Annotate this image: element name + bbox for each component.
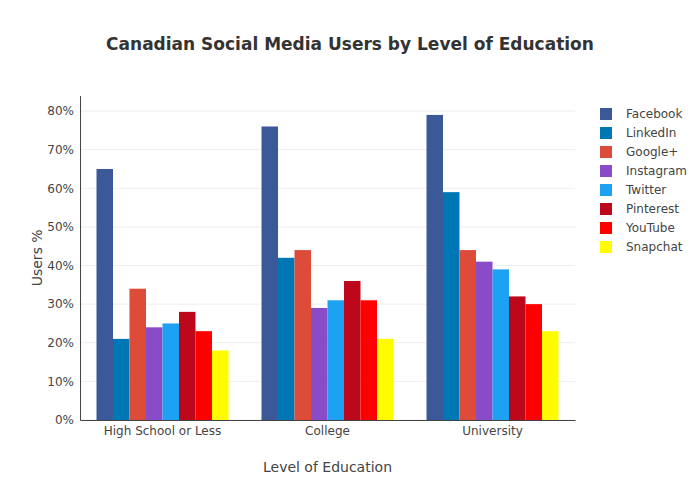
tick: 40% [47,259,74,273]
bar [427,115,444,420]
tick: 0% [55,413,74,427]
series [113,192,460,420]
tick: 70% [47,143,74,157]
legend-label: Google+ [626,145,678,159]
bar [476,262,493,420]
series [130,250,477,420]
legend-item: Instagram [600,164,687,178]
tick: High School or Less [104,424,222,438]
tick-label: 50% [47,220,74,234]
grid-line [80,265,575,266]
bar [311,308,328,420]
legend-swatch [600,203,612,215]
title: Canadian Social Media Users by Level of … [106,34,594,54]
bar [179,312,196,420]
series [196,300,543,420]
legend-label: Twitter [625,183,666,197]
tick: University [462,424,523,438]
tick-label: 20% [47,336,74,350]
bar [493,269,510,420]
bar [113,339,130,420]
bar [509,296,526,420]
legend-item: LinkedIn [600,126,676,140]
tick-label: 30% [47,297,74,311]
bar [278,258,295,420]
tick-label: 0% [55,413,74,427]
bar [526,304,543,420]
legend-swatch [600,127,612,139]
x-axis-line [81,420,576,421]
legend-item: YouTube [600,221,675,235]
legend-item: Snapchat [600,240,683,254]
bar [295,250,312,420]
legend-item: Google+ [600,145,678,159]
tick: 60% [47,182,74,196]
chart: 0% 10% 20% 30% 40% 50% 60% 70% 80% High School or… [0,0,700,500]
legend-label: YouTube [625,221,675,235]
legend-label: Snapchat [626,240,683,254]
tick-label: College [305,424,350,438]
bar [262,126,279,420]
grid-line [80,226,575,227]
legend-swatch [600,108,612,120]
bar [163,323,180,420]
legend-label: Instagram [626,164,687,178]
bar [361,300,378,420]
tick-label: University [462,424,523,438]
bar [443,192,460,420]
bar [344,281,361,420]
tick: 50% [47,220,74,234]
bar [130,289,147,420]
legend-swatch [600,165,612,177]
tick-label: High School or Less [104,424,222,438]
tick: College [305,424,350,438]
y-axis-title: Users % [29,229,45,286]
legend-item: Facebook [600,107,682,121]
tick: 10% [47,375,74,389]
bar [542,331,559,420]
grid-line [80,111,575,112]
bar [212,350,229,420]
tick: 30% [47,297,74,311]
legend: Facebook LinkedIn Google+ Instagram Twitter P… [600,107,687,254]
x-axis: High School or Less College University [81,421,576,438]
legend-item: Pinterest [600,202,679,216]
grid [80,111,575,420]
tick: 20% [47,336,74,350]
series [146,262,493,420]
y-axis-line [80,96,81,420]
bar [460,250,477,420]
bar [328,300,345,420]
legend-label: LinkedIn [626,126,676,140]
bar [196,331,213,420]
y-axis: 0% 10% 20% 30% 40% 50% 60% 70% 80% [47,96,80,427]
grid-line [80,149,575,150]
tick: 80% [47,104,74,118]
tick-label: 10% [47,375,74,389]
legend-label: Facebook [626,107,682,121]
tick-label: 60% [47,182,74,196]
legend-label: Pinterest [626,202,679,216]
x-axis-title: Level of Education [263,459,392,475]
legend-swatch [600,222,612,234]
tick-label: 80% [47,104,74,118]
series [179,281,526,420]
legend-swatch [600,184,612,196]
bars [97,115,559,420]
grid-line [80,188,575,189]
legend-item: Twitter [600,183,666,197]
legend-swatch [600,241,612,253]
bar [146,327,163,420]
series [97,115,444,420]
bar [97,169,114,420]
tick-label: 70% [47,143,74,157]
series [212,331,559,420]
series [163,269,510,420]
legend-swatch [600,146,612,158]
tick-label: 40% [47,259,74,273]
bar [377,339,394,420]
